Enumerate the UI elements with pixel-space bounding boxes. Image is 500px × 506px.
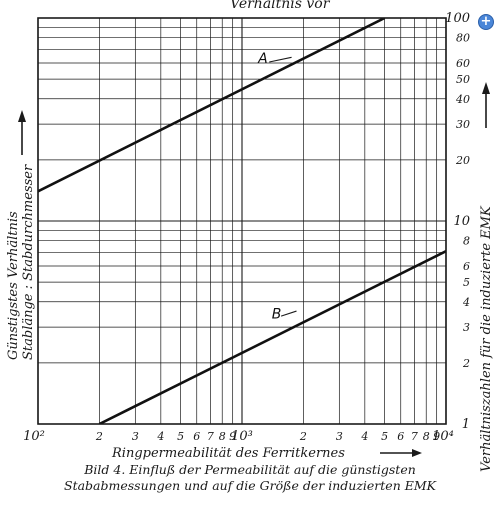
x-tick-label-13: 5 (381, 430, 388, 443)
x-tick-label-3: 4 (156, 430, 164, 443)
x-axis-title: Ringpermeabilität des Ferritkernes (111, 446, 345, 461)
chart-series: AB (38, 18, 446, 424)
series-label-B: B (272, 307, 282, 323)
caption-line-1: Bild 4. Einfluß der Permeabilität auf di… (84, 462, 416, 477)
y-right-tick-label-6: 8 (463, 235, 470, 248)
y-left-arrow (18, 110, 26, 155)
series-line-A (38, 18, 386, 193)
x-axis-arrow (380, 449, 422, 457)
x-tick-label-4: 5 (177, 430, 184, 443)
y-right-tick-label-4: 5 (463, 276, 470, 289)
x-tick-label-14: 6 (397, 430, 404, 443)
y-right-tick-label-8: 20 (455, 154, 470, 167)
x-tick-label-17: 9 (433, 430, 440, 443)
header-fragment: Verhältnis vor (230, 0, 331, 12)
x-tick-label-8: 9 (229, 430, 236, 443)
y-right-tick-label-5: 6 (463, 260, 470, 273)
y-right-arrow (482, 82, 490, 128)
x-tick-label-5: 6 (193, 430, 200, 443)
y-right-tick-label-13: 80 (456, 32, 470, 45)
series-label-A: A (257, 51, 268, 67)
y-right-tick-label-10: 40 (455, 93, 470, 106)
y-right-tick-labels: 1 2 3 4 5 6 8 10 20 30 40 50 60 80 100 (445, 11, 470, 432)
zoom-in-button[interactable]: + (478, 14, 494, 30)
x-tick-label-9: 10³ (231, 429, 253, 444)
series-leader-B (280, 310, 297, 317)
x-tick-label-18: 10⁴ (432, 429, 454, 444)
plot-frame (37, 17, 447, 425)
x-tick-label-16: 8 (423, 430, 430, 443)
x-tick-label-6: 7 (207, 430, 214, 443)
y-right-tick-label-3: 4 (462, 296, 470, 309)
y-left-title-line2: Stablänge : Stabdurchmesser (21, 164, 36, 360)
x-tick-label-11: 3 (336, 430, 343, 443)
y-right-title: Verhältniszahlen für die induzierte EMK (479, 205, 494, 472)
y-right-tick-label-1: 2 (462, 357, 470, 370)
series-leader-A (269, 56, 292, 63)
x-tick-label-2: 3 (132, 430, 139, 443)
y-right-tick-label-0: 1 (462, 417, 470, 432)
series-line-B (98, 250, 446, 424)
y-right-tick-label-9: 30 (456, 118, 470, 131)
y-right-tick-label-2: 3 (463, 321, 470, 334)
y-right-tick-label-11: 50 (456, 73, 470, 86)
x-tick-label-0: 10² (23, 429, 45, 444)
y-right-tick-label-7: 10 (453, 214, 470, 229)
x-tick-label-12: 4 (360, 430, 368, 443)
caption-line-2: Stababmessungen und auf die Größe der in… (64, 478, 436, 493)
y-right-tick-label-12: 60 (456, 57, 470, 70)
x-tick-label-15: 7 (411, 430, 418, 443)
x-tick-label-1: 2 (95, 430, 103, 443)
x-tick-label-10: 2 (299, 430, 307, 443)
y-right-tick-label-14: 100 (445, 11, 470, 26)
x-tick-label-7: 8 (219, 430, 226, 443)
y-left-title-line1: Günstigstes Verhältnis (6, 211, 21, 360)
chart-grid (37, 17, 447, 425)
